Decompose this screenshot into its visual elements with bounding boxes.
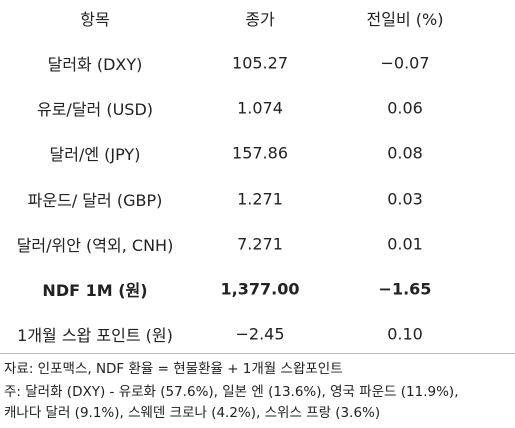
table-cell: 달러화 (DXY) bbox=[47, 55, 143, 74]
table-cell: 0.08 bbox=[387, 143, 423, 163]
table-cell: 파운드/ 달러 (GBP) bbox=[27, 190, 163, 210]
note-line: 자료: 인포맥스, NDF 환율 = 현물환율 + 1개월 스왑포인트 bbox=[4, 361, 343, 377]
table-cell: 0.03 bbox=[387, 189, 423, 209]
note-line: 캐나다 달러 (9.1%), 스웨덴 크로나 (4.2%), 스위스 프랑 (3… bbox=[4, 405, 381, 421]
table-cell: 1.271 bbox=[237, 189, 283, 209]
table-cell: 달러/위안 (역외, CNH) bbox=[16, 235, 174, 255]
table-cell: −1.65 bbox=[378, 279, 432, 299]
note-line: 주: 달러화 (DXY) - 유로화 (57.6%), 일본 엔 (13.6%)… bbox=[4, 384, 459, 400]
table-cell: 105.27 bbox=[232, 53, 288, 73]
table-rule bbox=[0, 353, 515, 354]
table-cell: 1개월 스왑 포인트 (원) bbox=[17, 326, 173, 346]
table-cell: 0.06 bbox=[387, 98, 423, 118]
table-cell: −0.07 bbox=[380, 53, 430, 73]
table-cell: 1.074 bbox=[237, 98, 283, 118]
table-cell: 달러/엔 (JPY) bbox=[49, 145, 141, 165]
table-cell: 유로/달러 (USD) bbox=[36, 100, 154, 120]
table-cell: 157.86 bbox=[232, 143, 288, 163]
header-cell: 종가 bbox=[245, 10, 275, 29]
header-cell: 항목 bbox=[80, 10, 110, 29]
table-cell: −2.45 bbox=[235, 324, 285, 344]
table-cell: NDF 1M (원) bbox=[42, 281, 148, 300]
table-cell: 0.01 bbox=[387, 234, 423, 254]
table-cell: 1,377.00 bbox=[220, 279, 300, 299]
table-cell: 0.10 bbox=[387, 324, 423, 344]
table-cell: 7.271 bbox=[237, 234, 283, 254]
header-cell: 전일비 (%) bbox=[366, 10, 444, 29]
